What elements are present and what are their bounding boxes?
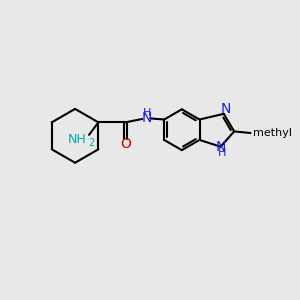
Text: NH: NH	[68, 134, 86, 146]
Text: H: H	[218, 148, 226, 158]
Text: N: N	[221, 102, 231, 116]
Text: N: N	[141, 111, 152, 125]
Text: 2: 2	[88, 138, 94, 148]
Text: methyl: methyl	[253, 128, 292, 138]
Text: H: H	[142, 108, 151, 118]
Text: O: O	[120, 137, 131, 151]
Text: N: N	[215, 140, 226, 154]
